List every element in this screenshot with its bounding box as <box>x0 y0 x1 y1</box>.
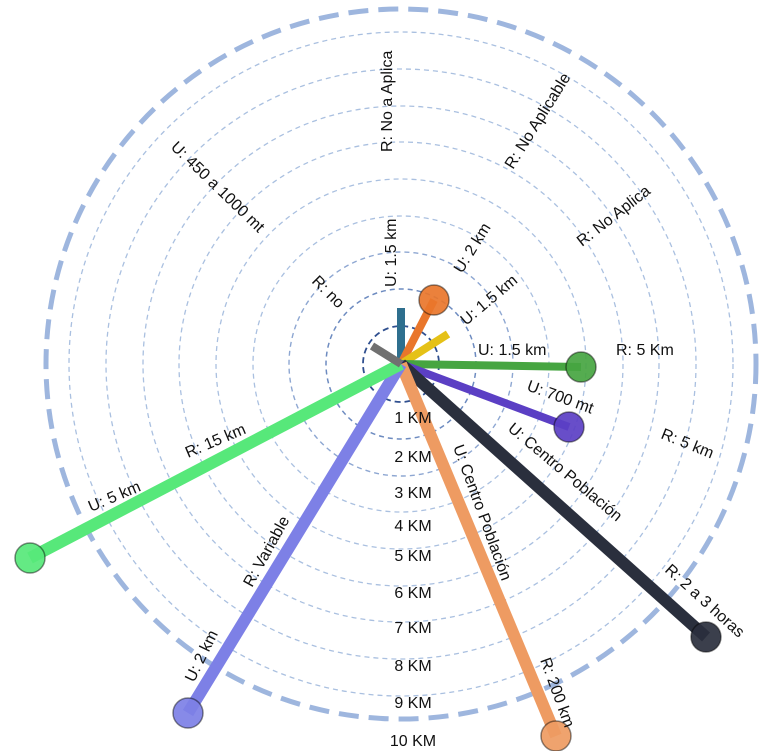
spoke-lavender <box>182 360 407 717</box>
ring-label-5: 5 KM <box>394 548 431 565</box>
ring-7 <box>142 105 660 623</box>
label-r-5km-lower: R: 5 km <box>659 426 716 462</box>
spoke-end-green <box>565 351 597 383</box>
spoke-green <box>400 360 582 371</box>
ring-8 <box>105 68 697 660</box>
spoke-end-orange <box>418 284 450 316</box>
spoke-end-indigo <box>553 411 585 443</box>
ring-label-6: 6 KM <box>394 585 431 602</box>
spoke-navy <box>396 359 711 642</box>
ring-labels: 1 KM 2 KM 3 KM 4 KM 5 KM 6 KM 7 KM 8 KM 9 KM 10 K… <box>390 410 436 750</box>
label-u-1-5-diagonal: U: 1.5 km <box>458 272 521 329</box>
spoke-indigo <box>399 360 571 431</box>
label-no-aplicable: R: No Aplicable <box>502 70 574 172</box>
distance-spokes <box>14 284 722 751</box>
label-no-aplica-top: R: No a Aplica <box>379 51 396 152</box>
label-u-2: U: 2 km <box>451 220 495 276</box>
ring-label-4: 4 KM <box>394 518 431 535</box>
spoke-mint <box>27 358 404 564</box>
label-no-aplica: R: No Aplica <box>574 182 654 250</box>
ring-6 <box>178 141 624 587</box>
ring-label-10: 10 KM <box>390 733 436 750</box>
spoke-end-peach <box>540 720 572 751</box>
ring-label-3: 3 KM <box>394 485 431 502</box>
ring-label-1: 1 KM <box>394 410 431 427</box>
spoke-yellow <box>398 330 451 368</box>
spoke-end-navy <box>690 621 722 653</box>
label-u-1-5-vertical: U: 1.5 km <box>383 219 400 287</box>
ring-label-2: 2 KM <box>394 449 431 466</box>
spoke-peach <box>395 361 562 739</box>
ring-9 <box>68 31 734 697</box>
ring-label-7: 7 KM <box>394 620 431 637</box>
spoke-end-mint <box>14 542 46 574</box>
distance-rings <box>43 6 759 722</box>
ring-label-9: 9 KM <box>394 695 431 712</box>
spoke-end-lavender <box>172 697 204 729</box>
ring-10 <box>43 6 759 722</box>
spoke-gray <box>369 342 404 368</box>
label-u-1-5-horizontal: U: 1.5 km <box>478 342 546 359</box>
label-r-5km-upper: R: 5 Km <box>616 342 674 359</box>
ring-label-8: 8 KM <box>394 658 431 675</box>
label-r-no: R: no <box>308 273 347 312</box>
